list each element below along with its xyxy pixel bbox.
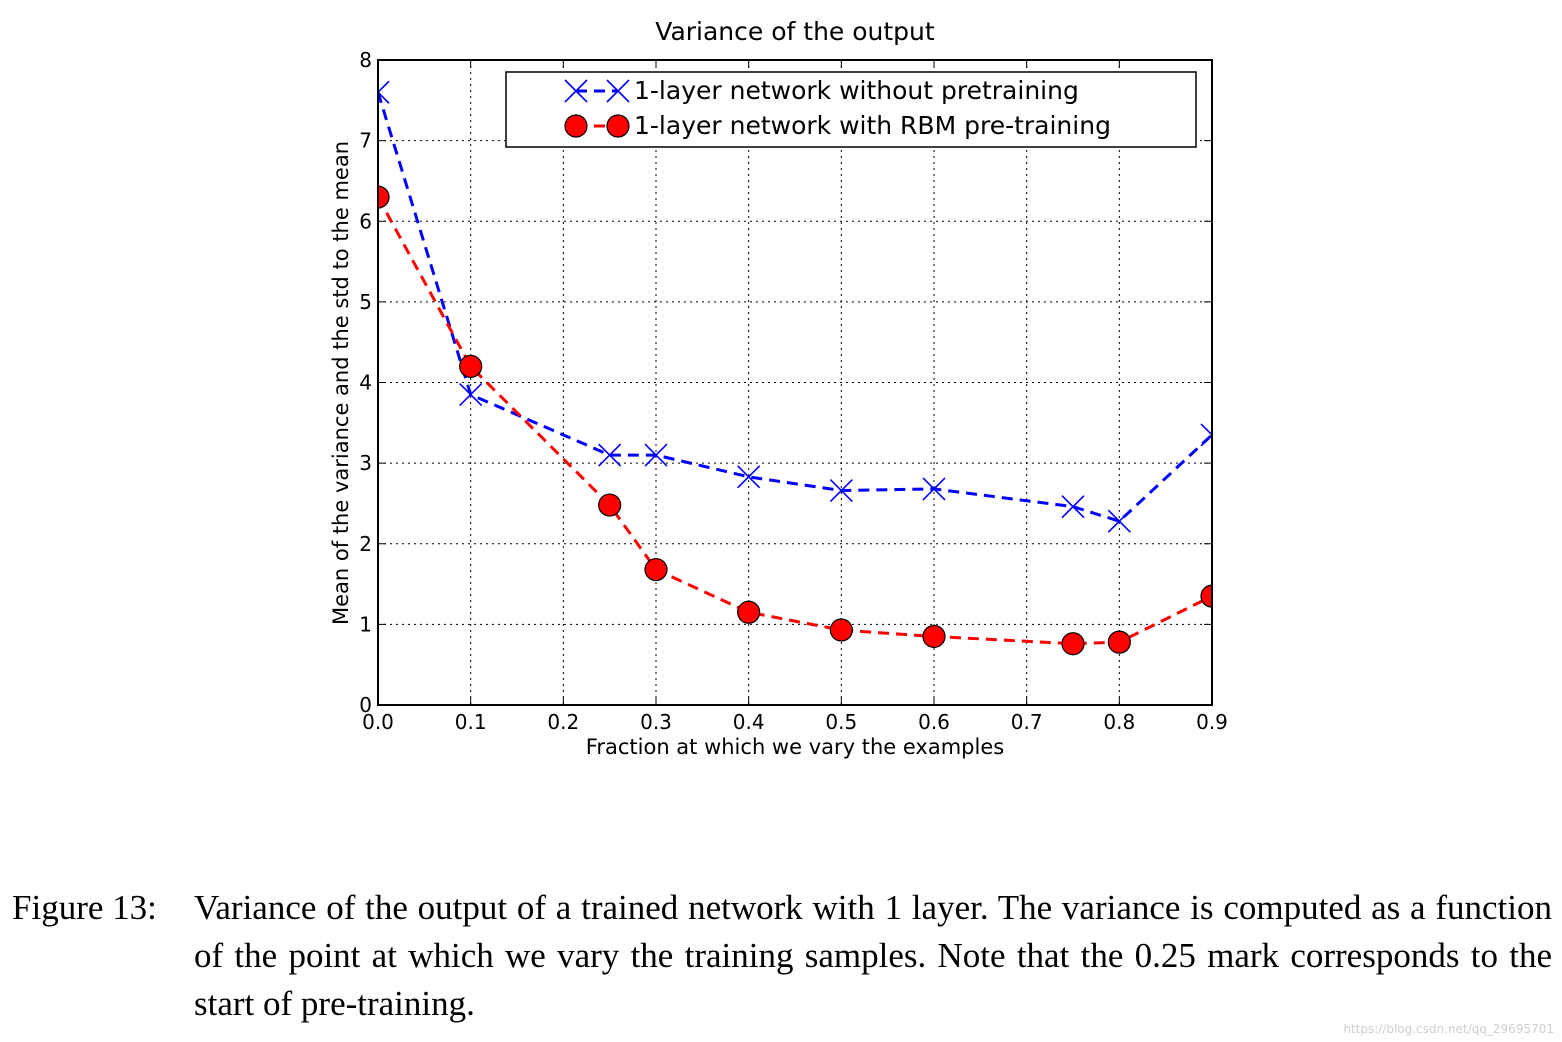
data-point	[378, 80, 390, 104]
y-tick-label: 5	[359, 290, 372, 314]
chart-figure: Variance of the output 0.0 0.1 0.2 0.3 0.4 0.…	[329, 17, 1228, 759]
legend-marker	[564, 79, 588, 103]
y-tick-label: 8	[359, 48, 372, 72]
data-point	[1200, 423, 1212, 447]
data-point	[922, 477, 946, 501]
caption-text: Variance of the output of a trained netw…	[194, 888, 1552, 1023]
x-tick-label: 0.6	[918, 710, 950, 734]
x-axis-label: Fraction at which we vary the examples	[586, 735, 1004, 759]
legend-marker	[564, 114, 588, 138]
legend-marker	[606, 114, 630, 138]
x-tick-label: 0.7	[1011, 710, 1043, 734]
figure-caption: Figure 13: Variance of the output of a t…	[12, 884, 1552, 1028]
data-point	[1107, 509, 1131, 533]
data-point	[598, 493, 622, 517]
grid-lines	[378, 60, 1212, 705]
y-axis-label: Mean of the variance and the std to the …	[329, 141, 353, 625]
legend-marker	[606, 79, 630, 103]
data-point	[1061, 495, 1085, 519]
y-tick-label: 2	[359, 532, 372, 556]
legend-entry: 1-layer network without pretraining	[564, 76, 1079, 105]
y-tick-label: 3	[359, 451, 372, 475]
x-tick-label: 0.2	[547, 710, 579, 734]
data-point	[378, 185, 390, 209]
data-point	[598, 443, 622, 467]
data-point	[737, 465, 761, 489]
line-chart: Variance of the output 0.0 0.1 0.2 0.3 0.4 0.…	[329, 17, 1228, 759]
legend-label: 1-layer network without pretraining	[634, 76, 1079, 105]
tick-labels: 0.0 0.1 0.2 0.3 0.4 0.5 0.6 0.7 0.8 0.9 0 1 2 3 4 5 6 7 8	[359, 48, 1228, 734]
x-tick-label: 0.3	[640, 710, 672, 734]
plot-frame	[377, 59, 1213, 706]
caption-label: Figure 13:	[12, 888, 157, 927]
legend: 1-layer network without pretraining 1-lay…	[505, 71, 1197, 148]
data-point	[922, 624, 946, 649]
y-tick-label: 0	[359, 693, 372, 717]
data-point	[1200, 584, 1212, 608]
x-tick-label: 0.5	[825, 710, 857, 734]
x-tick-label: 0.0	[362, 710, 394, 734]
data-point	[1061, 632, 1085, 656]
y-tick-label: 1	[359, 612, 372, 636]
data-point	[459, 354, 483, 378]
y-tick-label: 6	[359, 209, 372, 233]
legend-entry: 1-layer network with RBM pre-training	[564, 111, 1111, 140]
series-2	[378, 185, 1212, 656]
y-tick-label: 4	[359, 371, 372, 395]
legend-entries: 1-layer network without pretraining 1-lay…	[564, 76, 1111, 140]
legend-label: 1-layer network with RBM pre-training	[634, 111, 1111, 140]
series-line	[378, 196, 1212, 646]
data-point	[644, 443, 668, 467]
series-layer	[378, 80, 1212, 656]
data-point	[644, 557, 668, 582]
x-tick-label: 0.1	[455, 710, 487, 734]
data-point	[829, 618, 853, 642]
watermark: https://blog.csdn.net/qq_29695701	[1343, 1022, 1554, 1036]
data-point	[459, 383, 483, 407]
data-point	[829, 478, 853, 503]
data-point	[1107, 630, 1131, 654]
x-tick-label: 0.8	[1103, 710, 1135, 734]
x-tick-label: 0.9	[1196, 710, 1228, 734]
series-1	[378, 80, 1212, 533]
y-tick-label: 7	[359, 129, 372, 153]
data-point	[737, 600, 761, 624]
series-line	[378, 91, 1212, 523]
x-tick-label: 0.4	[733, 710, 765, 734]
chart-title: Variance of the output	[655, 17, 935, 46]
